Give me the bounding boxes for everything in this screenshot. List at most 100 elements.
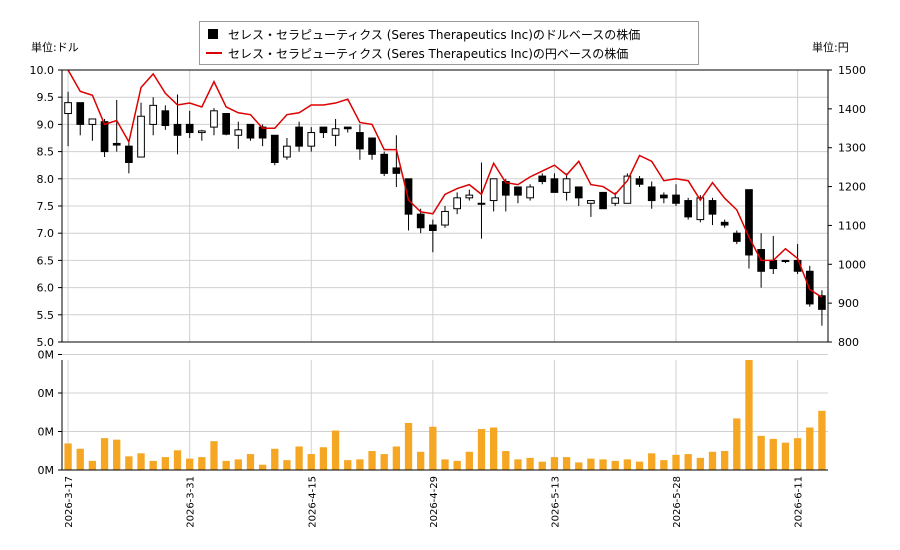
candle-body xyxy=(672,194,680,204)
candle-body xyxy=(161,110,170,126)
volume-bar xyxy=(684,454,692,470)
candle-body xyxy=(781,259,790,262)
x-tick-label: 2026-5-13 xyxy=(550,476,561,528)
volume-bar xyxy=(186,458,194,470)
volume-bar xyxy=(173,450,182,470)
candle-body xyxy=(222,113,230,135)
candle-body xyxy=(562,178,571,193)
volume-bar xyxy=(429,426,437,470)
candle-body xyxy=(283,145,291,158)
line-swatch-icon xyxy=(206,52,222,54)
volume-bar xyxy=(258,464,267,470)
candle-body xyxy=(185,123,194,134)
volume-bar xyxy=(818,410,826,470)
x-tick-label: 2026-6-11 xyxy=(794,476,805,528)
candle-body xyxy=(720,221,729,226)
volume-bar xyxy=(234,459,242,470)
candle-body xyxy=(465,194,474,199)
volume-bar xyxy=(198,457,206,470)
candle-body xyxy=(441,210,449,226)
candle-body xyxy=(319,126,328,134)
volume-bar xyxy=(76,448,84,470)
legend-jpy-label: セレス・セラピューティクス (Seres Therapeutics Inc)の円… xyxy=(228,46,629,61)
price-tick-label: 7.0 xyxy=(37,227,55,240)
volume-bar xyxy=(137,453,145,470)
volume-bar xyxy=(538,461,546,470)
candle-body xyxy=(708,200,717,215)
volume-bar xyxy=(757,435,765,470)
volume-bar xyxy=(708,451,717,470)
volume-bar xyxy=(271,448,279,470)
volume-bar xyxy=(514,459,522,470)
candle-body xyxy=(343,126,352,130)
volume-bar xyxy=(307,454,315,470)
candle-body xyxy=(599,191,607,210)
candle-body xyxy=(428,224,437,231)
volume-bar xyxy=(441,459,449,470)
volume-bar xyxy=(404,422,413,470)
candle-body xyxy=(489,178,498,202)
legend-usd-label: セレス・セラピューティクス (Seres Therapeutics Inc)のド… xyxy=(228,27,641,42)
candle-body xyxy=(818,295,826,310)
volume-bar xyxy=(125,456,133,470)
candle-body xyxy=(64,102,72,115)
candle-body xyxy=(745,189,753,256)
price-tick-label: 10.0 xyxy=(30,64,55,77)
candle-body xyxy=(696,197,705,221)
candle-body xyxy=(368,137,376,155)
candle-body xyxy=(611,197,620,204)
candle-body xyxy=(197,130,206,134)
volume-bar xyxy=(806,427,814,470)
candle-body xyxy=(623,175,632,204)
candle-body xyxy=(635,178,644,185)
price-tick-label: 6.5 xyxy=(37,254,55,267)
candle-body xyxy=(112,142,121,146)
candle-body xyxy=(331,128,340,136)
candle-body xyxy=(356,132,364,150)
candle-body xyxy=(307,132,316,147)
yen-tick-label: 800 xyxy=(838,336,859,349)
candle-body xyxy=(210,110,218,128)
volume-bar xyxy=(550,457,559,470)
candle-body xyxy=(769,259,778,270)
volume-bar xyxy=(477,429,486,470)
candle-body xyxy=(416,213,425,229)
candle-body xyxy=(574,186,583,199)
x-tick-label: 2026-3-17 xyxy=(64,476,75,528)
candle-body xyxy=(404,178,413,215)
legend-item-jpy: セレス・セラピューティクス (Seres Therapeutics Inc)の円… xyxy=(206,44,628,62)
volume-bar xyxy=(283,460,291,470)
volume-bar xyxy=(246,454,255,470)
volume-bar xyxy=(696,457,704,470)
volume-bar xyxy=(526,457,534,470)
volume-bar xyxy=(745,360,753,470)
yen-tick-label: 1400 xyxy=(838,103,866,116)
price-tick-label: 6.0 xyxy=(37,282,55,295)
candle-body xyxy=(380,153,389,174)
volume-bar xyxy=(161,457,169,470)
volume-bar xyxy=(100,438,109,470)
candle-body xyxy=(149,104,158,125)
candle-body xyxy=(732,232,741,242)
volume-bar xyxy=(611,460,619,470)
yen-tick-label: 1300 xyxy=(838,142,866,155)
price-tick-label: 5.5 xyxy=(37,309,55,322)
volume-bar xyxy=(356,459,364,470)
yen-tick-label: 900 xyxy=(838,297,859,310)
candle-body xyxy=(477,202,486,205)
candlestick-swatch-icon xyxy=(208,29,218,39)
yen-price-line xyxy=(67,69,823,298)
volume-bar xyxy=(733,418,741,470)
candle-body xyxy=(538,175,547,183)
volume-bar xyxy=(465,451,473,470)
volume-bar xyxy=(599,459,607,470)
volume-bar xyxy=(380,454,388,470)
volume-bar xyxy=(88,460,97,470)
candle-body xyxy=(660,194,668,199)
volume-bar xyxy=(648,453,656,470)
candle-body xyxy=(587,200,595,204)
x-tick-label: 2026-3-31 xyxy=(186,476,197,528)
yen-tick-label: 1200 xyxy=(838,181,866,194)
candle-body xyxy=(514,186,522,196)
